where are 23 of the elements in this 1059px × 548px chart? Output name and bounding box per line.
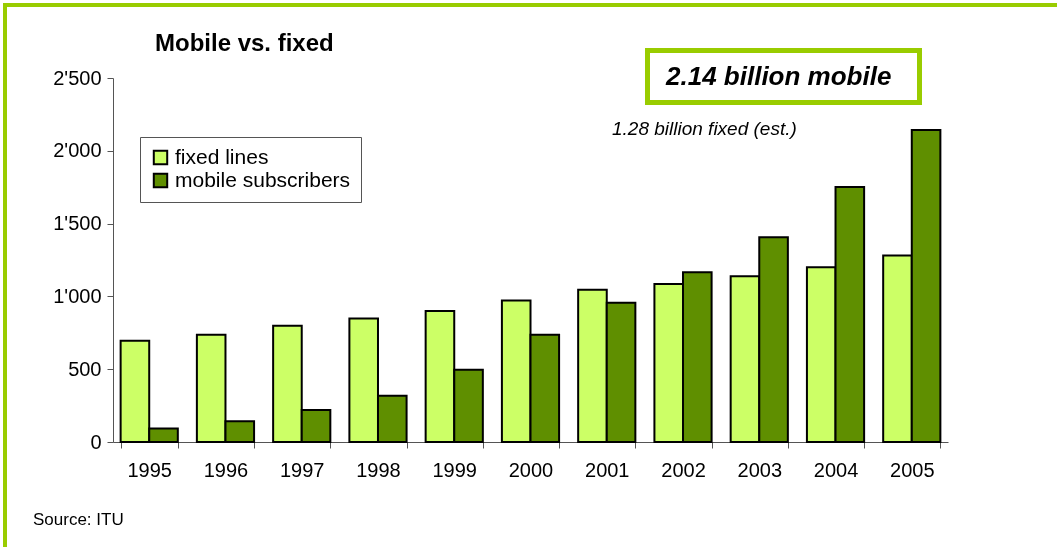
x-tick-label: 1998 [356, 458, 401, 481]
y-tick-label: 1'500 [53, 212, 102, 235]
x-tick-label: 1997 [279, 458, 325, 481]
y-tick-label: 1'000 [53, 284, 102, 307]
y-tick-label: 2'500 [53, 66, 102, 89]
chart-title: Mobile vs. fixed [155, 29, 334, 56]
annotation: 2.14 billion mobile [645, 48, 923, 105]
x-tick-label: 2001 [585, 458, 630, 481]
x-tick-label: 2004 [813, 458, 859, 481]
legend-label: fixed lines [175, 144, 269, 168]
x-tick-label: 2003 [737, 458, 783, 481]
x-tick-label: 1996 [203, 458, 249, 481]
legend-label: mobile subscribers [175, 167, 351, 191]
x-tick-label: 2005 [890, 458, 935, 481]
y-tick-label: 2'000 [53, 139, 102, 162]
x-tick-label: 2000 [508, 458, 554, 481]
annotation: 1.28 billion fixed (est.) [612, 118, 797, 140]
source-note: Source: ITU [33, 510, 124, 530]
x-tick-label: 2002 [661, 458, 706, 481]
x-tick-label: 1999 [432, 458, 477, 481]
y-tick-label: 0 [90, 430, 102, 453]
y-tick-label: 500 [68, 357, 102, 380]
x-tick-label: 1995 [127, 458, 172, 481]
